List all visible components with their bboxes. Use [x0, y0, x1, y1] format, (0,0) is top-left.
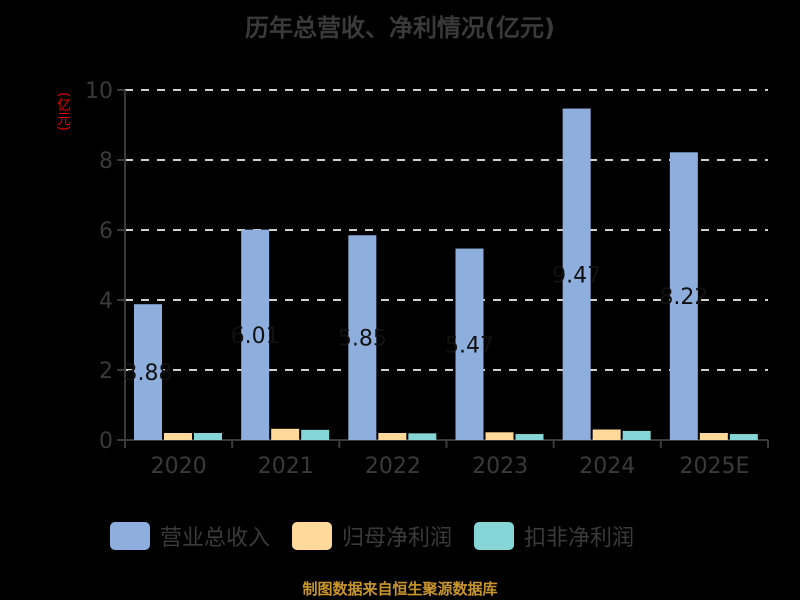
bar-value-label: 5.85 [338, 327, 387, 352]
bar-0 [134, 304, 162, 440]
legend-item-revenue[interactable]: 营业总收入 [110, 520, 270, 552]
bar-2 [408, 433, 437, 440]
bar-0 [241, 229, 270, 440]
legend-swatch [292, 522, 333, 550]
bar-0 [669, 152, 698, 441]
x-tick-label: 2025E [679, 454, 749, 479]
bar-0 [455, 248, 484, 440]
bar-value-label: 8.22 [659, 285, 708, 310]
legend-swatch [474, 522, 515, 550]
x-tick-label: 2024 [579, 454, 635, 479]
legend-item-deducted-profit[interactable]: 扣非净利润 [474, 520, 634, 552]
bar-value-label: 9.47 [552, 263, 601, 288]
bar-2 [729, 434, 758, 440]
x-tick-label: 2020 [151, 454, 207, 479]
y-tick-label: 2 [99, 359, 113, 384]
legend-label: 扣非净利润 [524, 526, 635, 551]
bar-1 [164, 433, 192, 440]
bar-1 [271, 428, 300, 440]
bar-1 [378, 433, 407, 440]
bar-2 [301, 429, 330, 440]
bar-1 [592, 429, 621, 440]
legend-label: 营业总收入 [160, 526, 271, 551]
bar-2 [194, 433, 222, 440]
data-source: 制图数据来自恒生聚源数据库 [302, 580, 498, 598]
x-tick-label: 2023 [472, 454, 528, 479]
legend: 营业总收入 归母净利润 扣非净利润 [110, 520, 656, 552]
y-tick-label: 6 [99, 219, 113, 244]
bar-0 [348, 235, 377, 440]
bar-value-label: 3.88 [124, 361, 173, 386]
bar-0 [562, 108, 591, 441]
y-tick-label: 8 [99, 149, 113, 174]
legend-item-net-profit[interactable]: 归母净利润 [292, 520, 452, 552]
y-tick-label: 10 [85, 79, 113, 104]
x-tick-label: 2022 [365, 454, 421, 479]
y-tick-label: 4 [99, 289, 113, 314]
bar-2 [622, 430, 651, 440]
bar-1 [485, 432, 514, 440]
bar-2 [515, 434, 544, 440]
legend-label: 归母净利润 [342, 526, 453, 551]
bar-value-label: 6.01 [231, 324, 280, 349]
legend-swatch [110, 522, 150, 550]
chart-title: 历年总营收、净利情况(亿元) [245, 14, 555, 42]
bar-value-label: 5.47 [445, 333, 494, 358]
y-tick-label: 0 [99, 429, 113, 454]
bar-1 [699, 433, 728, 440]
y-axis-unit: (亿元) [55, 92, 71, 131]
x-tick-label: 2021 [258, 454, 314, 479]
